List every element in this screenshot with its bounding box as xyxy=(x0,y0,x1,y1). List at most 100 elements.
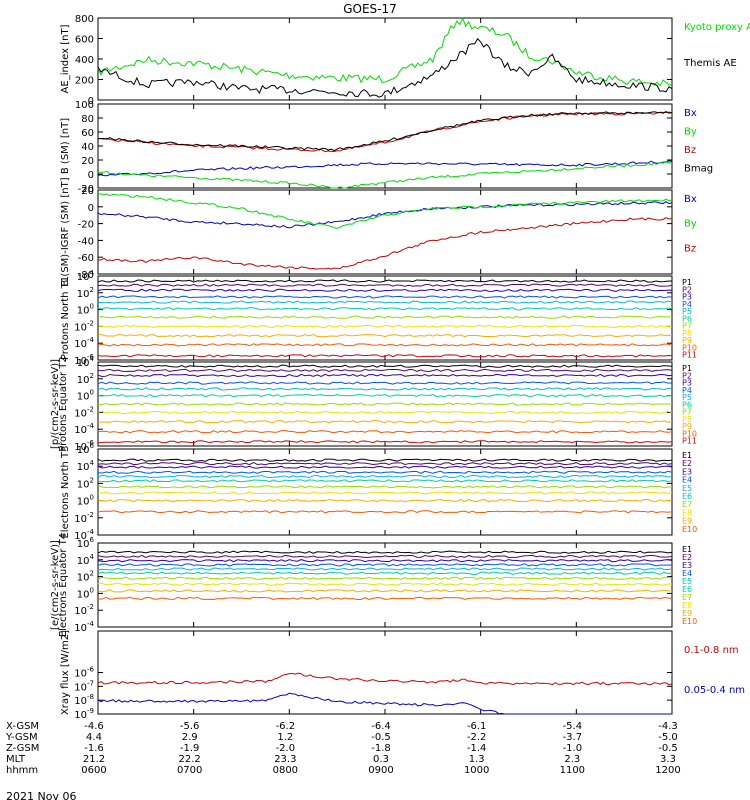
legend-E4: E4 xyxy=(682,476,692,485)
ephemeris-value: 2.3 xyxy=(564,754,580,765)
legend-P7: P7 xyxy=(682,408,692,417)
series-line-E2 xyxy=(97,554,673,559)
ephemeris-value: -3.7 xyxy=(563,732,583,743)
legend-0-05-0-4-nm: 0.05-0.4 nm xyxy=(684,685,745,696)
y-tick-label: 40 xyxy=(81,142,94,153)
panel-frame xyxy=(97,630,673,715)
y-tick-label: 10-2 xyxy=(74,603,94,617)
legend-Bz: Bz xyxy=(684,243,696,254)
ephemeris-value: -4.6 xyxy=(84,721,104,732)
y-tick-label: 10-4 xyxy=(74,528,94,542)
legend-P6: P6 xyxy=(682,400,692,409)
legend-Bx: Bx xyxy=(684,108,697,119)
series-line-E6 xyxy=(97,479,673,483)
series-line-E4 xyxy=(97,470,673,474)
y-tick-label: 400 xyxy=(75,55,94,66)
legend-E7: E7 xyxy=(682,593,692,602)
series-line-P10 xyxy=(97,430,673,434)
y-tick-label: 102 xyxy=(77,372,94,386)
y-axis-label: Electrons Equator T4 xyxy=(58,533,69,637)
series-line-E10 xyxy=(97,596,673,601)
series-line-0-1-0-8-nm xyxy=(97,672,673,686)
y-tick-label: -20 xyxy=(78,184,94,195)
ephemeris-value: -0.5 xyxy=(658,743,678,754)
y-tick-label: 10-6 xyxy=(74,666,94,680)
ephemeris-value: -5.4 xyxy=(563,721,583,732)
series-line-E9 xyxy=(97,589,673,593)
ephemeris-row-label: X-GSM xyxy=(6,721,39,732)
ephemeris-value: 0.3 xyxy=(373,754,389,765)
series-line-P9 xyxy=(97,420,673,424)
y-axis-label: B (SM)-IGRF (SM) [nT] xyxy=(60,177,71,286)
series-line-P7 xyxy=(97,402,673,406)
series-line-P2 xyxy=(97,283,673,287)
legend-P5: P5 xyxy=(682,393,692,402)
y-tick-label: -20 xyxy=(78,220,94,231)
ephemeris-value: 21.2 xyxy=(83,754,105,765)
y-tick-label: 100 xyxy=(75,100,94,111)
panel-3: B (SM)-IGRF (SM) [nT] -80 -60 -40 -20 0 20 Bx By… xyxy=(60,177,697,286)
plot-title: GOES-17 xyxy=(343,2,397,16)
legend-E8: E8 xyxy=(682,508,692,517)
series-line-Themis-AE xyxy=(97,37,673,98)
series-line-Bz xyxy=(97,111,673,153)
series-line-0-05-0-4-nm xyxy=(97,692,672,715)
series-line-P2 xyxy=(97,368,673,373)
y-tick-label: 10-2 xyxy=(74,511,94,525)
series-line-E3 xyxy=(97,465,673,469)
series-line-Bx xyxy=(97,201,673,229)
ephemeris-value: 1.3 xyxy=(469,754,485,765)
y-tick-label: 0 xyxy=(88,170,94,181)
legend-P3: P3 xyxy=(682,379,692,388)
legend-Bx: Bx xyxy=(684,194,697,205)
y-tick-label: 0 xyxy=(88,203,94,214)
legend-P2: P2 xyxy=(682,285,692,294)
legend-P7: P7 xyxy=(682,322,692,331)
legend-E8: E8 xyxy=(682,601,692,610)
legend-E6: E6 xyxy=(682,492,692,501)
ephemeris-value: 4.4 xyxy=(86,732,102,743)
series-line-E7 xyxy=(97,485,673,489)
y-tick-label: 800 xyxy=(75,14,94,25)
legend-By: By xyxy=(684,127,697,138)
series-line-E7 xyxy=(97,576,673,580)
ephemeris-value: 1000 xyxy=(464,765,489,776)
y-tick-label: 10-6 xyxy=(74,439,94,453)
legend-E5: E5 xyxy=(682,484,692,493)
y-tick-label: 10-6 xyxy=(74,353,94,367)
legend-E7: E7 xyxy=(682,500,692,509)
series-line-P1 xyxy=(97,279,673,283)
series-line-E2 xyxy=(97,462,673,466)
ephemeris-value: -6.1 xyxy=(467,721,487,732)
ephemeris-value: -4.3 xyxy=(658,721,678,732)
series-line-E9 xyxy=(97,498,673,503)
legend-P8: P8 xyxy=(682,329,692,338)
ephemeris-value: -5.0 xyxy=(658,732,678,743)
legend-E5: E5 xyxy=(682,577,692,586)
panel-frame xyxy=(97,103,673,189)
y-tick-label: 102 xyxy=(77,286,94,300)
series-line-P3 xyxy=(97,288,673,292)
y-tick-label: 106 xyxy=(77,536,95,550)
y-tick-label: 10-8 xyxy=(74,693,94,707)
y-axis-label: B (SM) [nT] xyxy=(60,118,71,174)
legend-P10: P10 xyxy=(682,343,697,352)
panel-5: Protons Equator T2[p/(cm2-s-sr-keV)] 10-6… xyxy=(50,355,697,453)
legend-P8: P8 xyxy=(682,415,692,424)
ephemeris-value: 22.2 xyxy=(179,754,201,765)
legend-E2: E2 xyxy=(682,459,692,468)
series-line-P4 xyxy=(97,381,673,385)
y-axis-label: Electrons North T3 xyxy=(60,445,71,538)
ephemeris-value: 0900 xyxy=(368,765,393,776)
legend-E2: E2 xyxy=(682,553,692,562)
legend-Kyoto-proxy-AE: Kyoto proxy AE xyxy=(684,22,750,33)
y-tick-label: 200 xyxy=(75,76,94,87)
ephemeris-value: 0700 xyxy=(177,765,202,776)
series-line-E8 xyxy=(97,491,673,495)
panel-4: Protons North T110-610-410-2100102104P1P… xyxy=(60,269,697,367)
date-label: 2021 Nov 06 xyxy=(6,790,76,800)
legend-P5: P5 xyxy=(682,307,692,316)
series-line-P6 xyxy=(97,307,673,311)
series-line-Bx xyxy=(97,160,673,177)
